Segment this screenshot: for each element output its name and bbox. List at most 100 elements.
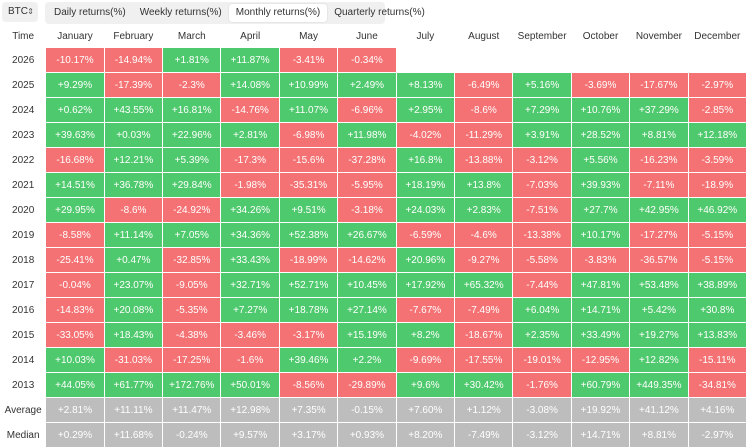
- return-cell: +13.8%: [454, 172, 514, 198]
- return-cell: -3.12%: [512, 147, 572, 173]
- return-cell: +34.26%: [220, 197, 280, 223]
- return-cell: -15.11%: [687, 347, 747, 373]
- return-cell: +42.95%: [629, 197, 689, 223]
- return-cell: +11.07%: [278, 97, 339, 123]
- return-cell: [687, 47, 747, 73]
- return-cell: +1.81%: [162, 47, 222, 73]
- return-cell: +29.95%: [45, 197, 105, 223]
- chevron-updown-icon: ⇕: [27, 7, 34, 16]
- year-label: 2022: [0, 147, 47, 173]
- stat-cell: +12.98%: [220, 397, 280, 423]
- return-cell: +10.45%: [337, 272, 397, 298]
- stat-cell: +0.93%: [337, 422, 397, 448]
- return-cell: [454, 47, 514, 73]
- return-cell: -25.41%: [45, 247, 105, 273]
- return-cell: +39.63%: [45, 122, 105, 148]
- month-header: April: [240, 31, 261, 42]
- table-row: 2020 +29.95% -8.6% -24.92% +34.26% +9.51% -3.1…: [0, 197, 747, 223]
- return-cell: -3.41%: [278, 47, 339, 73]
- return-cell: +5.16%: [512, 72, 572, 98]
- return-cell: -11.29%: [454, 122, 514, 148]
- return-cell: +61.77%: [103, 372, 164, 398]
- return-cell: +17.92%: [395, 272, 456, 298]
- month-header: February: [113, 31, 154, 42]
- return-cell: -8.6%: [103, 197, 164, 223]
- return-cell: -12.95%: [570, 347, 631, 373]
- return-cell: +20.08%: [103, 297, 164, 323]
- return-cell: +14.08%: [220, 72, 280, 98]
- return-cell: -17.55%: [454, 347, 514, 373]
- return-cell: +39.93%: [570, 172, 631, 198]
- return-cell: -13.38%: [512, 222, 572, 248]
- table-row: 2016 -14.83% +20.08% -5.35% +7.27% +18.78% +27…: [0, 297, 747, 323]
- asset-select[interactable]: BTC ⇕: [2, 2, 38, 22]
- year-label: 2014: [0, 347, 47, 373]
- return-cell: -34.81%: [687, 372, 747, 398]
- return-cell: +10.99%: [278, 72, 339, 98]
- return-cell: +0.47%: [103, 247, 164, 273]
- return-cell: -9.05%: [162, 272, 222, 298]
- stat-cell: +4.16%: [687, 397, 747, 423]
- return-cell: -7.11%: [629, 172, 689, 198]
- return-cell: +14.51%: [45, 172, 105, 198]
- period-tabs: Daily returns(%) Weekly returns(%) Monthly…: [45, 2, 425, 24]
- return-cell: -3.59%: [687, 147, 747, 173]
- return-cell: +7.29%: [512, 97, 572, 123]
- return-cell: +20.96%: [395, 247, 456, 273]
- year-label: 2026: [0, 47, 47, 73]
- stat-cell: +11.68%: [103, 422, 164, 448]
- return-cell: +2.49%: [337, 72, 397, 98]
- stat-cell: +8.81%: [629, 422, 689, 448]
- return-cell: +5.39%: [162, 147, 222, 173]
- stat-cell: -0.15%: [337, 397, 397, 423]
- return-cell: +60.79%: [570, 372, 631, 398]
- return-cell: +34.36%: [220, 222, 280, 248]
- stats-row: Average +2.81% +11.11% +11.47% +12.98% +7.35%…: [0, 397, 747, 423]
- table-row: 2021 +14.51% +36.78% +29.84% -1.98% -35.31% -5…: [0, 172, 747, 198]
- table-row: 2024 +0.62% +43.55% +16.81% -14.76% +11.07% -6…: [0, 97, 747, 123]
- return-cell: +11.14%: [103, 222, 164, 248]
- return-cell: -35.31%: [278, 172, 339, 198]
- stat-cell: +0.29%: [45, 422, 105, 448]
- return-cell: -32.85%: [162, 247, 222, 273]
- return-cell: +12.18%: [687, 122, 747, 148]
- return-cell: -4.38%: [162, 322, 222, 348]
- return-cell: +30.8%: [687, 297, 747, 323]
- return-cell: -2.97%: [687, 72, 747, 98]
- table-row: 2026 -10.17% -14.94% +1.81% +11.87% -3.41% -0.…: [0, 47, 747, 73]
- return-cell: +5.56%: [570, 147, 631, 173]
- return-cell: -31.03%: [103, 347, 164, 373]
- stat-cell: +41.12%: [629, 397, 689, 423]
- return-cell: +46.92%: [687, 197, 747, 223]
- return-cell: -6.59%: [395, 222, 456, 248]
- table-row: 2015 -33.05% +18.43% -4.38% -3.46% -3.17% +15.…: [0, 322, 747, 348]
- return-cell: -0.04%: [45, 272, 105, 298]
- return-cell: +26.67%: [337, 222, 397, 248]
- return-cell: +12.21%: [103, 147, 164, 173]
- return-cell: -1.76%: [512, 372, 572, 398]
- return-cell: -19.01%: [512, 347, 572, 373]
- return-cell: -29.89%: [337, 372, 397, 398]
- tab-weekly-returns[interactable]: Weekly returns(%): [139, 7, 222, 18]
- stat-cell: +9.57%: [220, 422, 280, 448]
- return-cell: +18.43%: [103, 322, 164, 348]
- tab-quarterly-returns[interactable]: Quarterly returns(%): [334, 7, 425, 18]
- return-cell: +32.71%: [220, 272, 280, 298]
- return-cell: -17.67%: [629, 72, 689, 98]
- return-cell: +2.95%: [395, 97, 456, 123]
- return-cell: +29.84%: [162, 172, 222, 198]
- return-cell: -3.18%: [337, 197, 397, 223]
- return-cell: +8.2%: [395, 322, 456, 348]
- toolbar: BTC ⇕ Daily returns(%) Weekly returns(%) M…: [0, 0, 747, 26]
- return-cell: -6.49%: [454, 72, 514, 98]
- return-cell: +43.55%: [103, 97, 164, 123]
- tab-monthly-returns[interactable]: Monthly returns(%): [228, 4, 328, 22]
- tab-daily-returns[interactable]: Daily returns(%): [54, 7, 126, 18]
- return-cell: +15.19%: [337, 322, 397, 348]
- table-row: 2017 -0.04% +23.07% -9.05% +32.71% +52.71% +10…: [0, 272, 747, 298]
- month-header: September: [517, 31, 567, 42]
- stat-cell: -3.12%: [512, 422, 572, 448]
- header-row: Time January February March April May June July…: [1, 26, 747, 48]
- return-cell: -7.51%: [512, 197, 572, 223]
- return-cell: -36.57%: [629, 247, 689, 273]
